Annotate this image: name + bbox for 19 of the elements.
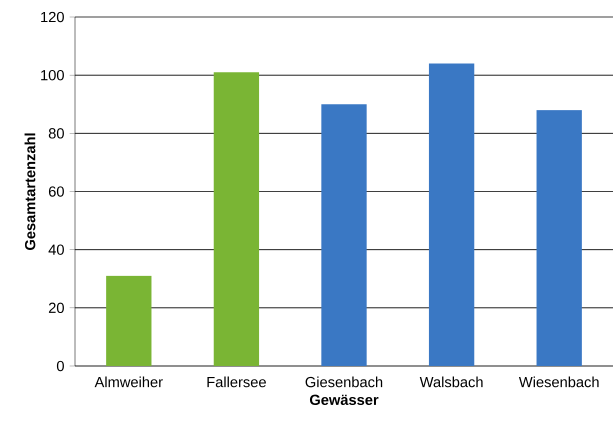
bar <box>214 72 260 366</box>
bar <box>321 104 367 366</box>
y-axis-title: Gesamtartenzahl <box>24 133 36 250</box>
bar <box>106 276 152 366</box>
y-tick-label: 20 <box>48 302 64 314</box>
y-tick-label: 80 <box>48 128 64 139</box>
bar <box>536 110 582 366</box>
y-tick-label: 100 <box>41 70 64 80</box>
x-axis-title: Gewässer <box>310 394 378 406</box>
x-tick-label: Fallersee <box>207 376 266 388</box>
x-tick-label: Almweiher <box>94 376 163 388</box>
bar <box>428 64 474 366</box>
y-tick-label: 0 <box>56 360 64 372</box>
y-tick-label: 60 <box>48 186 64 197</box>
x-tick-label: Wiesenbach <box>518 376 599 388</box>
y-tick-label: 120 <box>41 12 64 22</box>
x-tick-label: Walsbach <box>420 376 483 388</box>
x-tick-label: Giesenbach <box>306 376 382 388</box>
y-tick-label: 40 <box>48 244 64 255</box>
